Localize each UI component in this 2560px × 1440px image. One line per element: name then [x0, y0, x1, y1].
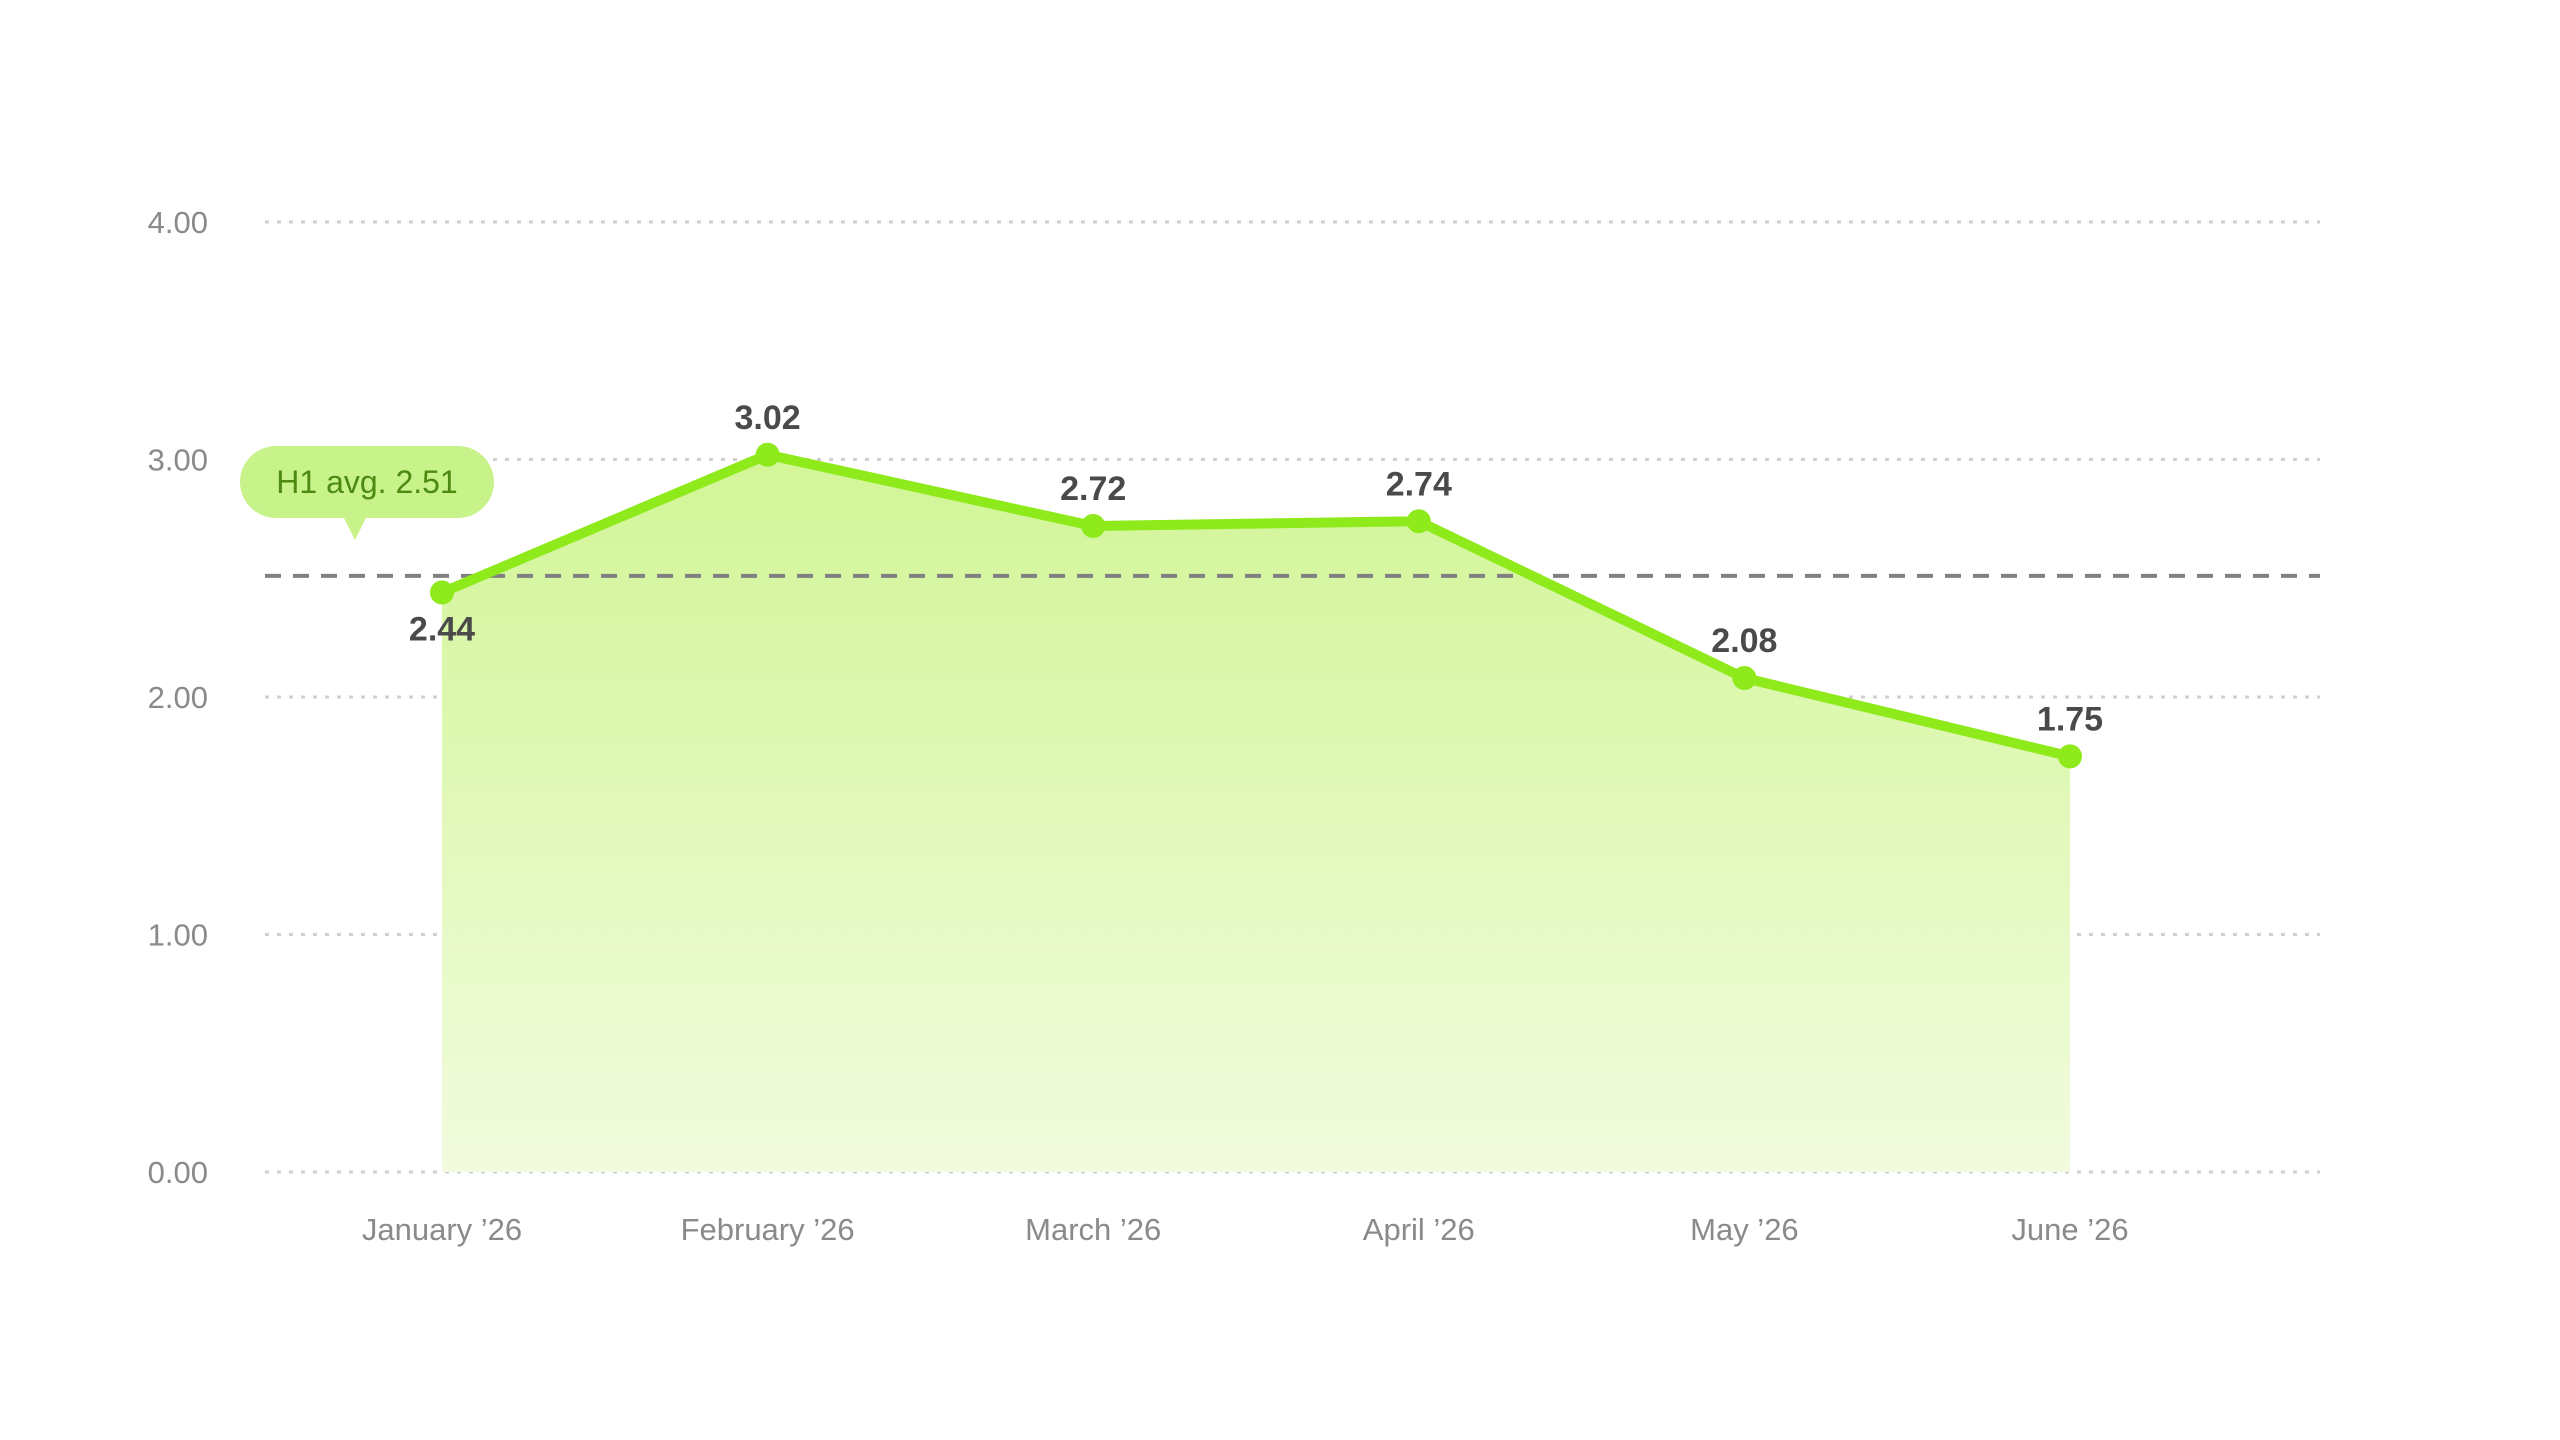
reference-line-label: H1 avg. 2.51	[276, 464, 457, 500]
data-point[interactable]	[2058, 744, 2082, 769]
x-tick-label: May ’26	[1690, 1212, 1799, 1247]
y-tick-label: 2.00	[148, 680, 208, 715]
y-tick-label: 3.00	[148, 443, 208, 478]
data-point[interactable]	[430, 580, 454, 605]
y-tick-label: 0.00	[148, 1155, 208, 1190]
data-point[interactable]	[1732, 666, 1757, 690]
y-tick-label: 4.00	[148, 205, 208, 240]
annotation-bubble-body	[240, 446, 494, 518]
data-points-layer	[430, 442, 2082, 769]
x-tick-label: March ’26	[1025, 1212, 1161, 1247]
data-label: 3.02	[735, 399, 801, 437]
data-label: 2.72	[1060, 470, 1126, 508]
data-label: 1.75	[2037, 700, 2103, 738]
series-line	[437, 449, 2075, 762]
axis-labels-layer: 0.00 1.00 2.00 3.00 4.00 January ’26 February …	[148, 205, 2129, 1247]
x-tick-label: January ’26	[362, 1212, 522, 1247]
x-tick-label: June ’26	[2011, 1212, 2128, 1247]
data-point[interactable]	[755, 442, 780, 467]
data-label: 2.74	[1386, 465, 1452, 503]
data-labels-layer: 2.44 3.02 2.72 2.74 2.08 1.75	[409, 399, 2103, 739]
annotation-bubble-pointer	[343, 516, 367, 540]
average-annotation-bubble: H1 avg. 2.51	[240, 446, 494, 540]
annotation-layer: H1 avg. 2.51	[240, 446, 494, 540]
x-tick-label: February ’26	[681, 1212, 855, 1247]
data-label: 2.08	[1711, 622, 1777, 660]
series-line-layer	[437, 449, 2075, 762]
area-fill-layer	[442, 454, 2070, 1172]
data-label: 2.44	[409, 611, 475, 649]
data-point[interactable]	[1081, 514, 1106, 538]
y-tick-label: 1.00	[148, 918, 208, 953]
data-point[interactable]	[1406, 509, 1431, 534]
x-tick-label: April ’26	[1363, 1212, 1475, 1247]
area-fill	[442, 454, 2070, 1172]
